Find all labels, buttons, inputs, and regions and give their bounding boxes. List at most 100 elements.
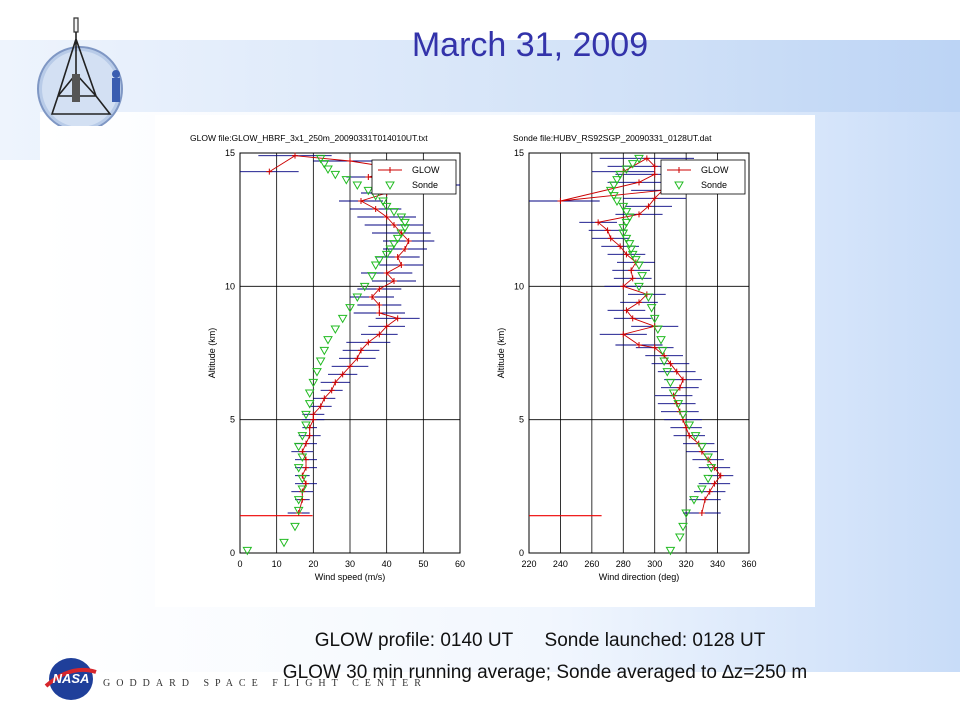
x-tick-label: 40 <box>382 559 392 569</box>
sonde-point <box>352 181 363 191</box>
sonde-point <box>618 224 629 233</box>
x-tick-label: 10 <box>272 559 282 569</box>
sonde-point <box>646 304 657 313</box>
nasa-logo-text: NASA <box>53 671 90 686</box>
sonde-point <box>621 218 632 228</box>
sonde-point <box>301 421 311 431</box>
sonde-point <box>330 170 341 180</box>
y-tick-label: 0 <box>519 548 524 558</box>
chart-1: GLOW file:GLOW_HBRF_3x1_250m_20090331T01… <box>190 133 465 582</box>
glow-point <box>358 347 364 354</box>
glow-point <box>607 235 614 242</box>
x-tick-label: 340 <box>710 559 725 569</box>
x-tick-label: 260 <box>584 559 599 569</box>
slide-title: March 31, 2009 <box>411 26 649 64</box>
x-axis-label: Wind speed (m/s) <box>315 572 386 582</box>
sonde-point <box>290 522 300 532</box>
glow-point <box>292 152 298 159</box>
sonde-point <box>696 485 707 495</box>
sonde-point <box>659 357 670 367</box>
x-tick-label: 280 <box>616 559 631 569</box>
legend-box <box>660 159 746 195</box>
x-tick-label: 240 <box>553 559 568 569</box>
caption-line-2-prefix: GLOW 30 min running average; Sonde avera… <box>282 662 723 683</box>
sonde-point <box>315 357 326 367</box>
glow-point <box>303 440 309 447</box>
sonde-point <box>681 509 692 519</box>
glow-point <box>636 179 642 186</box>
chart-title: Sonde file:HUBV_RS92SGP_20090331_0128UT.… <box>513 133 712 143</box>
glow-point <box>332 379 339 386</box>
sonde-point <box>392 234 403 244</box>
glow-point <box>317 403 324 410</box>
x-tick-label: 50 <box>418 559 428 569</box>
sonde-point <box>665 546 676 556</box>
caption-line-2: GLOW 30 min running average; Sonde avera… <box>150 662 940 684</box>
figure-area: GLOW file:GLOW_HBRF_3x1_250m_20090331T01… <box>155 115 815 607</box>
sonde-point <box>400 218 410 228</box>
sonde-point <box>381 202 392 212</box>
glow-point <box>347 158 353 164</box>
sonde-point <box>297 453 308 463</box>
sonde-point <box>612 176 622 185</box>
glow-point <box>595 219 602 226</box>
sonde-point <box>381 250 392 260</box>
sonde-point <box>396 213 407 223</box>
sonde-point <box>319 346 330 356</box>
sonde-point <box>684 421 695 431</box>
x-tick-label: 300 <box>647 559 662 569</box>
sonde-point <box>665 378 676 388</box>
sonde-point <box>652 325 663 335</box>
sonde-point <box>621 234 632 244</box>
sonde-point <box>304 400 315 409</box>
glow-point <box>328 387 335 394</box>
gsfc-footer: GODDARD SPACE FLIGHT CENTER <box>103 678 427 689</box>
glow-point <box>645 203 652 210</box>
glow-point <box>620 283 627 290</box>
y-axis-label: Altitude (km) <box>207 328 217 379</box>
x-tick-label: 30 <box>345 559 355 569</box>
sonde-point <box>308 378 319 388</box>
legend-glow-marker <box>676 167 682 173</box>
legend-label-sonde: Sonde <box>701 180 727 190</box>
glow-point <box>711 480 718 487</box>
sonde-point <box>696 442 707 452</box>
sonde-point <box>674 533 685 543</box>
glow-point <box>620 331 627 338</box>
sonde-point <box>293 442 304 452</box>
sonde-point <box>359 282 370 292</box>
sonde-point <box>374 256 385 265</box>
glow-point <box>376 310 383 316</box>
glow-point <box>391 278 397 284</box>
glow-point <box>706 488 713 495</box>
glow-point <box>321 395 328 402</box>
glow-point <box>394 315 401 322</box>
sonde-point <box>703 453 714 463</box>
sonde-point <box>634 282 644 292</box>
glow-point <box>667 360 674 367</box>
sonde-point <box>319 160 330 169</box>
glow-point <box>629 275 636 282</box>
glow-point <box>266 168 273 175</box>
sonde-point <box>312 368 322 377</box>
glow-point <box>629 315 636 322</box>
sonde-point <box>400 224 410 233</box>
sonde-point <box>673 400 684 409</box>
sonde-point <box>345 304 355 313</box>
y-tick-label: 5 <box>230 415 235 425</box>
glow-point <box>369 294 375 300</box>
glow-point <box>651 163 658 170</box>
x-axis-label: Wind direction (deg) <box>599 572 680 582</box>
glow-point <box>365 339 372 346</box>
sonde-point <box>689 496 699 505</box>
sonde-point <box>608 181 619 191</box>
sonde-point <box>370 261 381 271</box>
sonde-point <box>279 538 289 548</box>
glow-point <box>643 155 650 162</box>
glow-point <box>698 510 705 516</box>
x-tick-label: 220 <box>521 559 536 569</box>
legend-label-glow: GLOW <box>701 165 729 175</box>
glow-point <box>339 371 346 378</box>
legend-label-glow: GLOW <box>412 165 440 175</box>
legend-sonde-marker <box>385 181 395 191</box>
